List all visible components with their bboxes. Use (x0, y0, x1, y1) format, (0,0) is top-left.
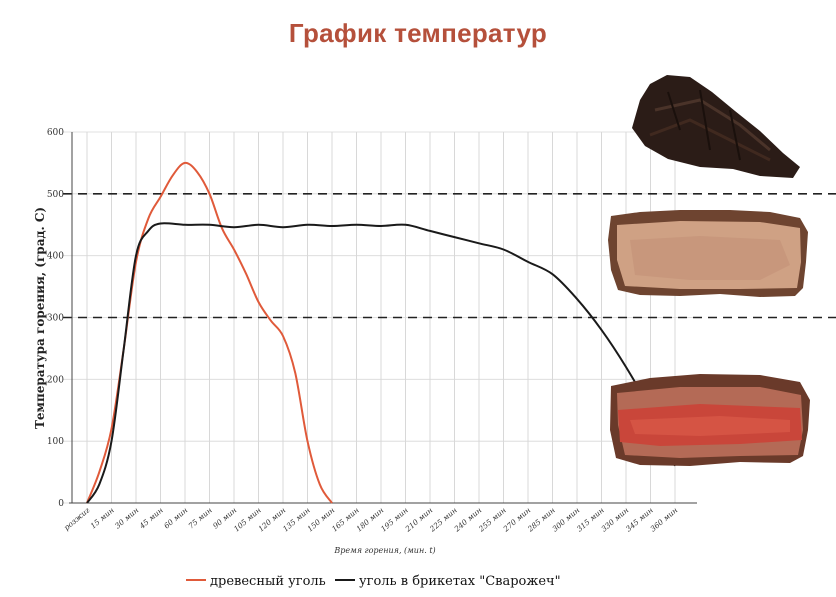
medium-steak-image (608, 210, 808, 297)
y-tick-label: 300 (47, 314, 64, 324)
chart-title: График температур (288, 18, 548, 48)
x-tick-label: 15 мин (89, 506, 116, 531)
y-tick-label: 100 (47, 437, 64, 447)
y-tick-label: 0 (58, 499, 64, 509)
legend-label-briquette: уголь в брикетах "Сварожеч" (359, 574, 561, 589)
x-tick-label: 30 мин (113, 506, 140, 531)
legend-label-charcoal: древесный уголь (210, 574, 326, 589)
x-tick-label: 60 мин (162, 506, 189, 531)
y-tick-label: 500 (47, 190, 64, 200)
rare-steak-image (610, 374, 810, 466)
x-tick-label: 45 мин (137, 506, 165, 532)
y-tick-label: 400 (47, 252, 64, 262)
reference-lines (63, 193, 836, 319)
series (86, 161, 676, 504)
x-tick-label: 75 мин (187, 506, 214, 531)
x-tick-label: 360 мин (648, 506, 679, 534)
legend: древесный уголь уголь в брикетах "Сварож… (186, 574, 561, 589)
y-axis-title: Температура горения, (град. С) (33, 207, 47, 429)
y-tick-label: 600 (47, 128, 64, 138)
series-line-briquette (86, 222, 676, 504)
y-tick-label: 200 (47, 375, 64, 385)
x-tick-label: розжиг (62, 506, 91, 533)
overcooked-steak-image (632, 75, 800, 178)
x-axis-title: Время горения, (мин. t) (333, 546, 435, 555)
